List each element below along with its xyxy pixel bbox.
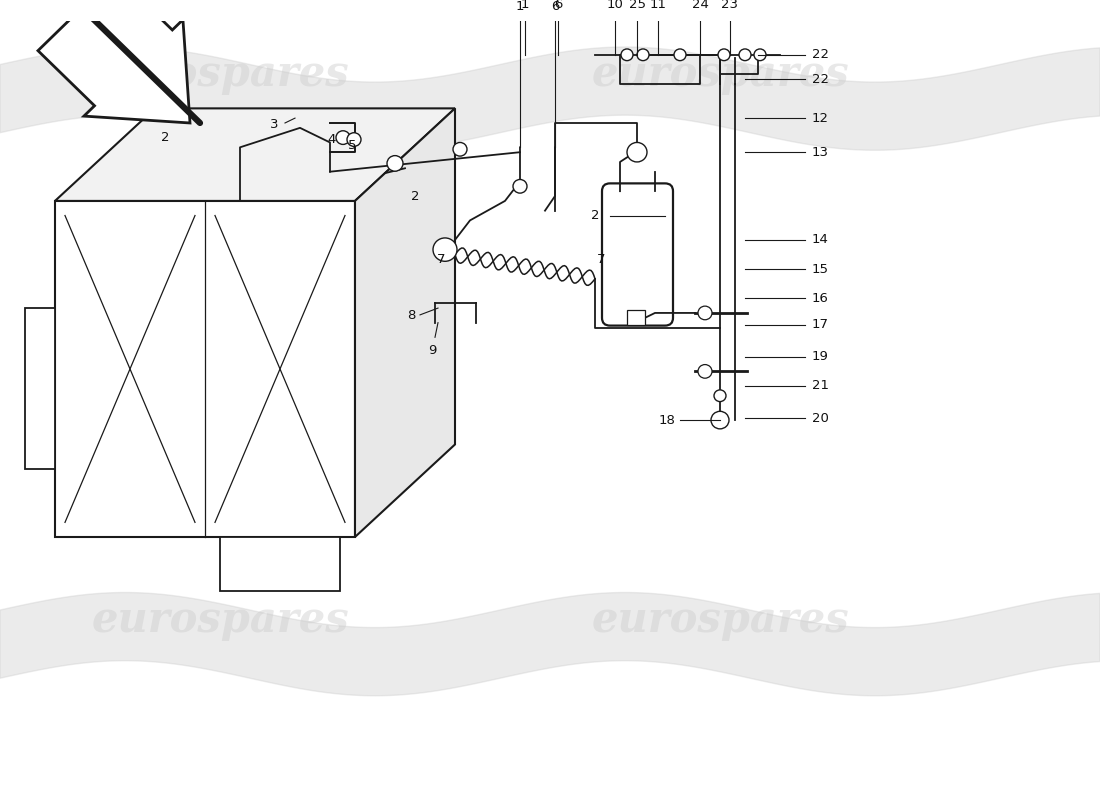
Text: 17: 17 xyxy=(812,318,829,331)
Text: 5: 5 xyxy=(348,139,356,152)
Text: eurospares: eurospares xyxy=(591,54,849,95)
Circle shape xyxy=(698,365,712,378)
Text: 3: 3 xyxy=(270,118,278,131)
Circle shape xyxy=(674,49,686,61)
Circle shape xyxy=(637,49,649,61)
Text: 10: 10 xyxy=(606,0,624,11)
Text: 2: 2 xyxy=(410,190,419,202)
Text: 15: 15 xyxy=(812,262,829,276)
Circle shape xyxy=(711,411,729,429)
Text: eurospares: eurospares xyxy=(91,54,349,95)
Text: 6: 6 xyxy=(551,0,559,13)
Circle shape xyxy=(513,179,527,193)
FancyBboxPatch shape xyxy=(602,183,673,326)
Text: 22: 22 xyxy=(812,73,829,86)
Text: eurospares: eurospares xyxy=(591,598,849,641)
Text: 6: 6 xyxy=(553,0,562,11)
Circle shape xyxy=(433,238,456,262)
Polygon shape xyxy=(55,201,355,537)
Polygon shape xyxy=(39,0,190,123)
Text: 18: 18 xyxy=(658,414,675,426)
Text: 19: 19 xyxy=(812,350,829,363)
Text: 23: 23 xyxy=(722,0,738,11)
Text: 16: 16 xyxy=(812,292,829,305)
Circle shape xyxy=(336,130,350,145)
Circle shape xyxy=(453,142,468,156)
Text: 9: 9 xyxy=(428,344,437,357)
Text: 8: 8 xyxy=(408,310,416,322)
Text: 22: 22 xyxy=(812,48,829,62)
Polygon shape xyxy=(55,108,455,201)
Circle shape xyxy=(714,390,726,402)
Text: 1: 1 xyxy=(520,0,529,11)
Text: 24: 24 xyxy=(692,0,708,11)
Circle shape xyxy=(621,49,632,61)
Text: 12: 12 xyxy=(812,112,829,125)
Text: 2: 2 xyxy=(161,131,169,144)
Circle shape xyxy=(718,49,730,61)
Polygon shape xyxy=(25,308,55,469)
FancyBboxPatch shape xyxy=(627,310,645,325)
Polygon shape xyxy=(355,108,455,537)
Text: 21: 21 xyxy=(812,379,829,393)
Text: 14: 14 xyxy=(812,234,829,246)
Text: 25: 25 xyxy=(628,0,646,11)
Circle shape xyxy=(754,49,766,61)
Circle shape xyxy=(739,49,751,61)
Text: 7: 7 xyxy=(437,253,446,266)
Circle shape xyxy=(698,306,712,320)
Text: 1: 1 xyxy=(516,0,525,13)
Circle shape xyxy=(627,142,647,162)
Circle shape xyxy=(387,156,403,171)
Text: 20: 20 xyxy=(812,412,829,425)
Text: 7: 7 xyxy=(596,253,605,266)
Text: eurospares: eurospares xyxy=(91,598,349,641)
Text: 2: 2 xyxy=(591,209,600,222)
Text: 4: 4 xyxy=(328,133,337,146)
Text: 13: 13 xyxy=(812,146,829,158)
Text: 11: 11 xyxy=(649,0,667,11)
Circle shape xyxy=(346,133,361,146)
Polygon shape xyxy=(220,537,340,590)
